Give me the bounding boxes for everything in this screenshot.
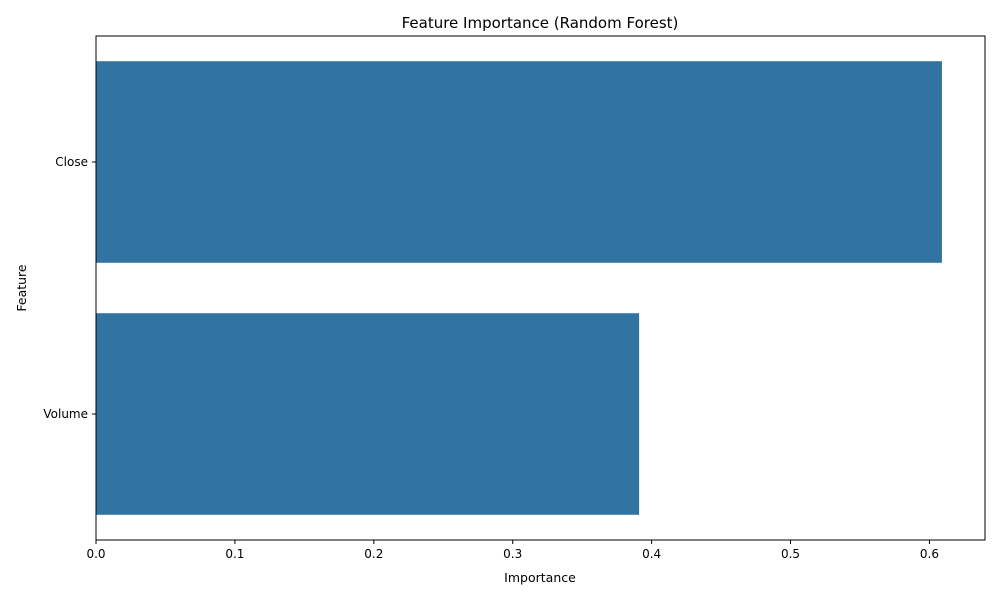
x-tick-label: 0.4 <box>642 547 661 561</box>
x-axis-label: Importance <box>504 570 576 585</box>
y-axis-label: Feature <box>14 264 29 312</box>
x-tick-label: 0.1 <box>225 547 244 561</box>
plot-frame <box>95 35 986 541</box>
x-axis: 0.0 0.1 0.2 0.3 0.4 0.5 0.6 <box>86 540 939 561</box>
y-tick-label-close: Close <box>55 155 88 169</box>
x-tick-label: 0.5 <box>781 547 800 561</box>
x-tick-label: 0.2 <box>364 547 383 561</box>
bars-group <box>96 61 942 515</box>
x-tick-label: 0.0 <box>86 547 105 561</box>
y-tick-label-volume: Volume <box>43 407 88 421</box>
chart-title: Feature Importance (Random Forest) <box>402 14 679 32</box>
y-axis: Close Volume <box>43 155 96 421</box>
bar-volume <box>96 313 640 515</box>
bar-close <box>96 61 942 263</box>
x-tick-label: 0.3 <box>503 547 522 561</box>
x-tick-label: 0.6 <box>920 547 939 561</box>
